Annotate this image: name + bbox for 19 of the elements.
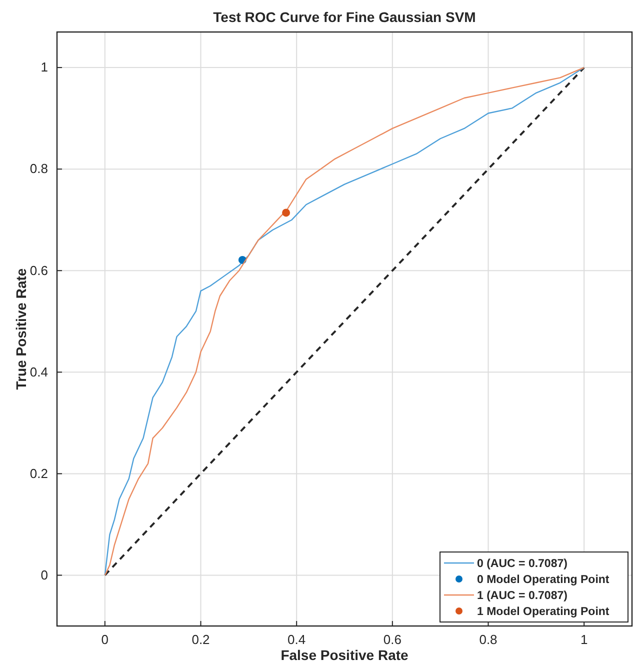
x-tick-label: 0.2 [192, 632, 210, 648]
chart-title: Test ROC Curve for Fine Gaussian SVM [213, 9, 476, 25]
x-tick-label: 0 [101, 632, 109, 648]
y-axis-title: True Positive Rate [13, 268, 29, 390]
legend-label: 0 Model Operating Point [477, 574, 610, 586]
legend-label: 0 (AUC = 0.7087) [477, 558, 568, 570]
y-tick-label: 1 [40, 60, 48, 75]
x-tick-label: 0.6 [383, 632, 402, 648]
y-tick-label: 0.8 [30, 161, 48, 176]
y-tick-label: 0.4 [30, 364, 48, 380]
x-axis-title: False Positive Rate [280, 647, 409, 663]
y-tick-label: 0.6 [30, 262, 48, 278]
legend-label: 1 (AUC = 0.7087) [477, 590, 568, 602]
y-tick-label: 0.2 [30, 466, 48, 481]
legend-label: 1 Model Operating Point [477, 606, 610, 618]
x-tick-label: 0.8 [479, 632, 498, 648]
y-tick-label: 0 [40, 567, 48, 582]
x-tick-label: 0.4 [288, 632, 306, 648]
x-tick-label: 1 [580, 632, 588, 648]
